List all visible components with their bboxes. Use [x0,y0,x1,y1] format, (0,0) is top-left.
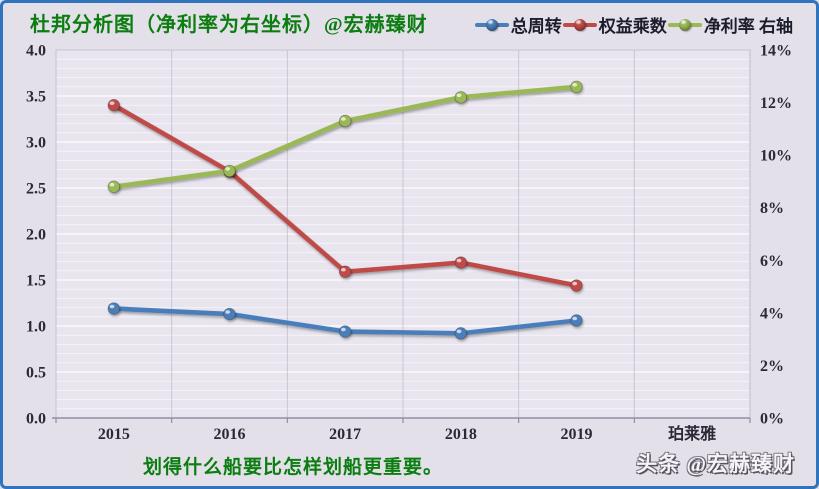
y-axis-left-tick-label: 3.5 [26,89,46,106]
y-axis-left-tick-label: 0.5 [26,365,46,382]
y-axis-right-tick-label: 12% [760,95,792,112]
y-axis-left-tick-label: 0.0 [26,411,46,428]
y-axis-right-tick-label: 0% [760,411,784,428]
data-point-marker [454,327,468,340]
data-point-marker [107,98,121,112]
y-axis-right-tick-label: 4% [760,305,784,322]
data-point-marker [454,256,468,269]
footer-quote: 划得什么船要比怎样划船更重要。 [143,457,444,478]
data-point-marker [454,91,468,104]
x-axis-category-label: 珀莱雅 [668,424,716,443]
data-point-highlight [340,327,346,332]
x-axis-category-label: 2019 [561,426,593,443]
y-axis-right-tick-label: 6% [760,253,784,270]
data-point-highlight [225,310,231,314]
data-point-marker [223,307,236,321]
y-axis-left-tick-label: 1.5 [26,273,46,290]
data-point-highlight [109,304,115,309]
y-axis-left-tick-label: 3.0 [26,135,46,152]
data-point-highlight [572,281,578,286]
data-point-marker [338,114,352,128]
data-point-marker [338,265,352,278]
legend-item-label: 净利率 右轴 [703,17,793,36]
data-point-highlight [456,93,462,98]
data-point-marker [570,80,583,94]
y-axis-left-tick-label: 1.0 [26,319,46,336]
x-axis-category-label: 2016 [214,426,246,443]
legend-item: 权益乘数 [562,12,667,37]
y-axis-right-tick-label: 14% [760,43,792,60]
legend-line-marker-icon [562,18,597,31]
toutiao-watermark: 头条 @宏赫臻财 [636,452,795,476]
data-point-marker [107,302,121,315]
data-point-highlight [340,267,346,272]
y-axis-right-tick-label: 2% [760,358,784,375]
data-point-highlight [109,182,115,187]
y-axis-right-tick-label: 8% [760,200,784,217]
y-axis-left-tick-label: 2.0 [26,227,46,244]
data-point-marker [107,180,121,193]
data-point-highlight [572,316,578,321]
legend-item: 总周转 [474,12,562,37]
legend-item-label: 权益乘数 [598,17,667,36]
data-point-marker [223,164,236,178]
data-point-marker [570,279,583,292]
legend-line-marker-icon [667,18,702,31]
x-axis-category-label: 2018 [445,426,477,443]
x-axis-category-label: 2015 [98,426,130,443]
legend-item: 净利率 右轴 [667,12,793,37]
chart-title: 杜邦分析图（净利率为右坐标）@宏赫臻财 [30,14,428,36]
legend-item-label: 总周转 [510,17,562,36]
y-axis-left-tick-label: 4.0 [26,43,46,60]
data-point-marker [338,325,352,338]
y-axis-right-tick-label: 10% [760,148,792,165]
data-point-highlight [109,101,115,105]
y-axis-left-tick-label: 2.5 [26,181,46,198]
data-point-marker [570,314,583,327]
legend-line-marker-icon [474,18,509,31]
x-axis-category-label: 2017 [329,426,361,443]
data-point-highlight [456,329,462,334]
data-point-highlight [340,117,346,121]
data-point-highlight [572,83,578,87]
data-point-highlight [225,167,231,171]
data-point-highlight [456,258,462,263]
chart-legend: 总周转 权益乘数 净利率 右轴 [474,12,793,37]
